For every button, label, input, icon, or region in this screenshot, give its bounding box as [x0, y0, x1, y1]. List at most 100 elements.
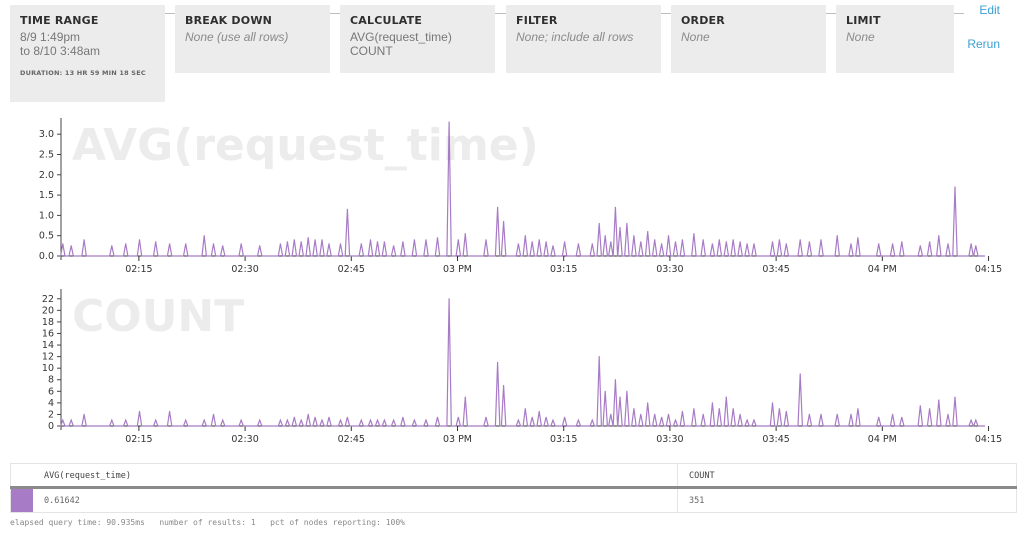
data-point	[485, 239, 487, 241]
data-point	[640, 241, 642, 243]
connector-line	[954, 13, 964, 14]
data-point	[393, 245, 395, 247]
data-point	[497, 361, 499, 363]
order-title: ORDER	[681, 14, 725, 27]
order-box[interactable]: ORDER None	[671, 5, 826, 73]
y-tick-label: 0.0	[39, 251, 54, 262]
data-point	[901, 241, 903, 243]
data-point	[725, 396, 727, 398]
y-tick-label: 20	[42, 305, 54, 316]
data-point	[457, 416, 459, 418]
y-tick-label: 2	[48, 409, 54, 420]
data-point	[321, 419, 323, 421]
data-point	[279, 243, 281, 245]
data-point	[138, 239, 141, 241]
time-range-duration: DURATION: 13 HR 59 MIN 18 SEC	[20, 69, 146, 77]
data-point	[746, 419, 748, 421]
data-point	[746, 243, 748, 245]
break-down-box[interactable]: BREAK DOWN None (use all rows)	[175, 5, 330, 73]
x-tick-label: 03 PM	[443, 434, 472, 445]
data-point	[185, 243, 187, 245]
data-point	[402, 241, 404, 243]
cell-avg: 0.61642	[44, 496, 80, 506]
data-point	[577, 419, 580, 421]
y-tick-label: 8	[48, 375, 54, 386]
data-point	[293, 239, 295, 241]
data-point	[633, 235, 635, 237]
time-range-start: 8/9 1:49pm	[20, 30, 81, 44]
data-point	[155, 419, 157, 421]
rerun-link[interactable]: Rerun	[967, 37, 1000, 51]
data-point	[538, 239, 540, 241]
result-count: number of results: 1	[159, 518, 256, 527]
data-point	[321, 239, 323, 241]
table-row[interactable]: 0.61642 351	[10, 489, 1017, 513]
edit-link[interactable]: Edit	[979, 3, 1000, 17]
data-point	[857, 237, 859, 239]
data-point	[732, 408, 734, 410]
data-point	[212, 243, 215, 245]
data-point	[938, 235, 940, 237]
data-point	[702, 239, 704, 241]
data-point	[531, 241, 533, 243]
x-tick-label: 04:15	[975, 264, 1002, 275]
y-tick-label: 3.0	[39, 129, 54, 140]
data-point	[517, 419, 520, 421]
data-point	[369, 419, 372, 421]
y-tick-label: 18	[42, 317, 54, 328]
data-point	[552, 419, 554, 421]
data-point	[538, 410, 540, 413]
y-tick-label: 1.5	[39, 190, 54, 201]
y-tick-label: 2.5	[39, 149, 54, 160]
data-point	[169, 410, 171, 413]
y-tick-label: 0	[48, 421, 54, 432]
data-point	[259, 419, 261, 421]
x-tick-label: 03:30	[656, 264, 683, 275]
data-point	[83, 413, 85, 415]
filter-box[interactable]: FILTER None; include all rows	[506, 5, 661, 73]
data-point	[448, 298, 450, 300]
calculate-value-avg: AVG(request_time)	[350, 30, 452, 44]
data-point	[892, 413, 894, 415]
data-point	[702, 413, 704, 415]
data-point	[614, 206, 617, 208]
calculate-box[interactable]: CALCULATE AVG(request_time) COUNT	[340, 5, 495, 73]
data-point	[369, 239, 372, 241]
data-point	[604, 390, 606, 392]
data-point	[524, 408, 526, 410]
data-point	[975, 245, 977, 247]
y-tick-label: 12	[42, 352, 54, 363]
data-point	[307, 237, 309, 239]
results-header: AVG(request_time) COUNT	[10, 463, 1017, 486]
data-point	[640, 413, 642, 415]
data-point	[222, 245, 224, 247]
data-point	[457, 239, 459, 241]
data-point	[674, 241, 677, 243]
order-value: None	[681, 30, 710, 44]
limit-box[interactable]: LIMIT None	[836, 5, 954, 73]
data-point	[610, 241, 612, 243]
data-point	[857, 408, 859, 410]
data-point	[771, 241, 774, 243]
x-tick-label: 02:45	[338, 434, 365, 445]
x-tick-label: 04 PM	[868, 264, 897, 275]
data-point	[485, 416, 487, 418]
x-tick-label: 03:30	[656, 434, 683, 445]
x-tick-label: 02:15	[125, 264, 152, 275]
data-point	[661, 243, 663, 245]
data-point	[785, 410, 787, 413]
data-point	[778, 408, 781, 410]
data-point	[286, 419, 288, 421]
data-point	[850, 243, 852, 245]
data-point	[155, 241, 157, 243]
calculate-title: CALCULATE	[350, 14, 423, 27]
y-tick-label: 16	[42, 328, 54, 339]
data-point	[328, 416, 330, 418]
connector-line	[661, 13, 671, 14]
time-range-box[interactable]: TIME RANGE 8/9 1:49pm to 8/10 3:48am DUR…	[10, 5, 165, 102]
data-point	[591, 243, 593, 245]
nodes-reporting: pct of nodes reporting: 100%	[270, 518, 405, 527]
data-point	[436, 237, 439, 239]
data-point	[667, 235, 670, 237]
